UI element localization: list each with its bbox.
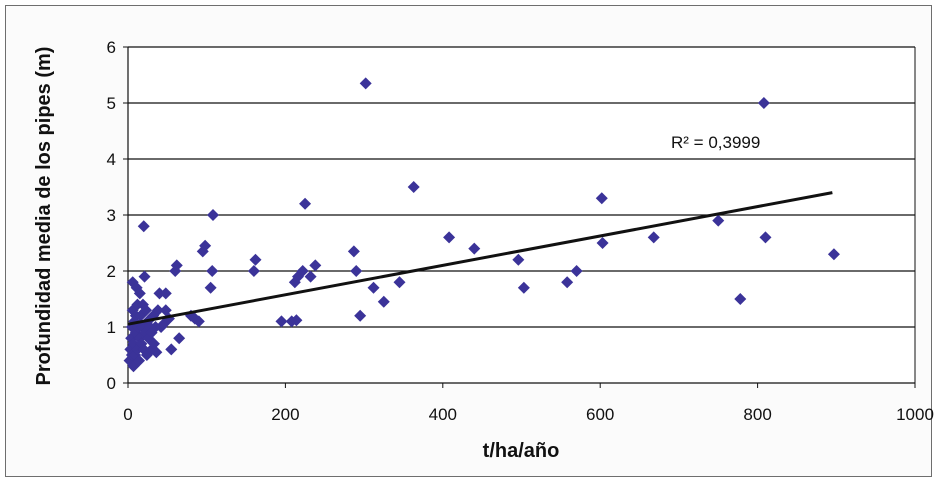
- x-axis-ticks: 0 200 400 600 800 1000: [123, 383, 934, 424]
- data-point: [347, 245, 360, 258]
- data-point: [275, 315, 288, 328]
- data-point: [249, 253, 262, 266]
- data-point: [147, 337, 160, 350]
- data-point: [290, 314, 303, 327]
- data-point: [647, 231, 660, 244]
- data-point: [377, 295, 390, 308]
- data-point: [299, 197, 312, 210]
- data-point: [354, 309, 367, 322]
- data-point: [199, 239, 212, 252]
- y-tick-label: 1: [107, 318, 116, 337]
- x-tick-label: 200: [271, 405, 299, 424]
- data-point: [170, 259, 183, 272]
- r-squared-annotation: R² = 0,3999: [671, 133, 760, 152]
- y-tick-label: 0: [107, 374, 116, 393]
- data-point: [393, 276, 406, 289]
- y-tick-label: 5: [107, 94, 116, 113]
- data-point: [596, 237, 609, 249]
- data-point: [137, 220, 150, 233]
- data-point: [367, 281, 380, 294]
- data-points: [123, 77, 840, 373]
- data-point: [304, 270, 317, 283]
- y-tick-label: 6: [107, 38, 116, 57]
- data-point: [734, 293, 747, 305]
- x-axis-title: t/ha/año: [483, 440, 560, 462]
- data-point: [712, 214, 725, 227]
- data-point: [138, 270, 151, 283]
- data-point: [561, 276, 574, 289]
- data-point: [296, 265, 309, 277]
- data-point: [595, 192, 608, 205]
- data-point: [468, 242, 481, 255]
- data-point: [570, 265, 583, 277]
- data-point: [204, 281, 217, 294]
- x-tick-label: 600: [586, 405, 614, 424]
- data-point: [759, 231, 772, 244]
- data-point: [165, 343, 178, 356]
- data-point: [192, 315, 205, 328]
- data-point: [133, 354, 146, 367]
- data-point: [359, 77, 372, 90]
- y-axis-ticks: 0 1 2 3 4 5 6: [107, 38, 128, 393]
- data-point: [517, 281, 530, 294]
- data-point: [150, 346, 163, 359]
- data-point: [151, 304, 164, 317]
- gridlines: [127, 46, 916, 384]
- y-tick-label: 4: [107, 150, 116, 169]
- x-tick-label: 0: [123, 405, 132, 424]
- data-point: [133, 287, 146, 300]
- data-point: [247, 265, 260, 277]
- data-point: [350, 265, 363, 277]
- data-point: [159, 287, 172, 300]
- data-point: [309, 259, 322, 272]
- x-tick-label: 800: [743, 405, 771, 424]
- data-point: [512, 253, 525, 266]
- data-point: [757, 97, 770, 109]
- data-point: [140, 304, 153, 317]
- y-axis-title: Profundidad media de los pipes (m): [33, 47, 55, 386]
- x-tick-label: 1000: [896, 405, 934, 424]
- data-point: [407, 181, 420, 193]
- x-tick-label: 400: [429, 405, 457, 424]
- data-point: [206, 265, 219, 277]
- y-tick-label: 3: [107, 206, 116, 225]
- trendline: [127, 191, 833, 326]
- data-point: [206, 209, 219, 221]
- data-point: [173, 332, 186, 345]
- data-point: [153, 287, 166, 300]
- data-point: [827, 248, 840, 261]
- y-tick-label: 2: [107, 262, 116, 281]
- data-point: [443, 231, 456, 244]
